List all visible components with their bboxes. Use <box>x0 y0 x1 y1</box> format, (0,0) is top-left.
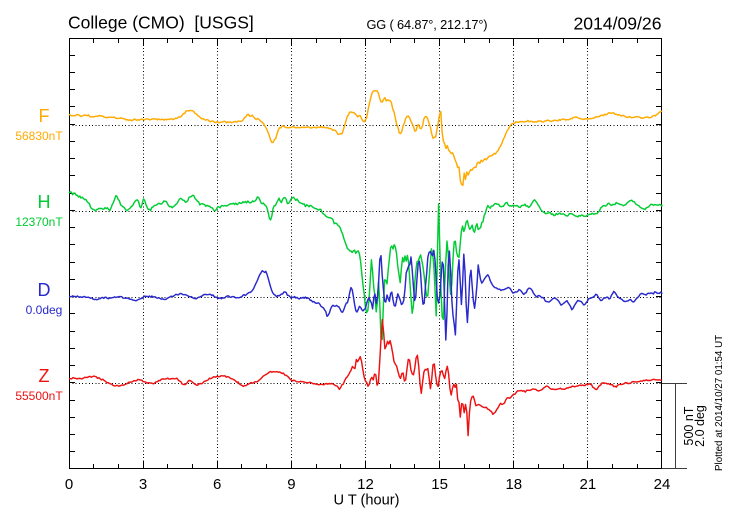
svg-text:9: 9 <box>287 476 295 493</box>
svg-text:3: 3 <box>139 476 147 493</box>
svg-text:2014/09/26: 2014/09/26 <box>573 14 661 34</box>
svg-text:0: 0 <box>65 476 73 493</box>
svg-text:21: 21 <box>580 476 597 493</box>
svg-text:2.0 deg: 2.0 deg <box>693 405 707 447</box>
svg-text:18: 18 <box>505 476 522 493</box>
svg-text:Plotted at 2014/10/27 01:54 UT: Plotted at 2014/10/27 01:54 UT <box>714 335 725 471</box>
svg-text:55500nT: 55500nT <box>15 389 63 403</box>
svg-text:D: D <box>38 280 51 300</box>
svg-text:24: 24 <box>654 476 671 493</box>
svg-text:H: H <box>38 192 51 212</box>
svg-text:0.0deg: 0.0deg <box>26 303 63 317</box>
svg-text:500 nT: 500 nT <box>682 406 696 445</box>
svg-text:U T (hour): U T (hour) <box>334 493 400 509</box>
svg-text:F: F <box>39 106 50 126</box>
svg-text:College (CMO) [USGS]: College (CMO) [USGS] <box>68 13 254 33</box>
svg-text:15: 15 <box>431 476 448 493</box>
svg-text:56830nT: 56830nT <box>15 129 63 143</box>
svg-text:12370nT: 12370nT <box>15 215 63 229</box>
svg-text:12: 12 <box>357 476 374 493</box>
svg-text:6: 6 <box>213 476 221 493</box>
svg-text:Z: Z <box>39 366 50 386</box>
svg-text:GG ( 64.87°, 212.17°): GG ( 64.87°, 212.17°) <box>367 17 488 32</box>
